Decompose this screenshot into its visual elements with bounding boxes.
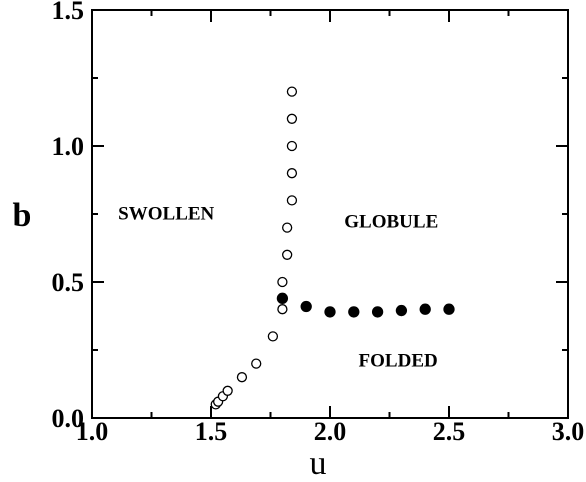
open-data-point [282,249,293,260]
filled-data-point [348,306,360,318]
open-data-point [277,304,288,315]
x-tick-label: 3.0 [552,417,585,446]
y-tick-label: 1.0 [52,132,85,161]
filled-data-point [300,300,312,313]
filled-data-point [443,303,455,315]
open-data-point [236,372,248,383]
x-tick-label: 2.5 [433,417,466,446]
y-tick-label: 0.5 [52,268,85,297]
x-tick-label: 1.5 [195,417,228,446]
open-data-point [282,222,293,233]
y-tick-label: 0.0 [52,404,85,433]
open-data-point [286,113,298,124]
open-data-point [286,168,298,179]
open-data-point [286,140,298,152]
x-axis-label: u [310,445,327,482]
x-tick-label: 1.0 [76,417,109,446]
open-data-point [286,195,298,206]
open-data-point [222,385,233,396]
plot-area: 1.0 1.5 2.0 2.5 3.0 0.0 0.5 1.0 1.5 SWOLLEN GLOBUL… [52,0,585,446]
x-tick-label: 2.0 [314,417,347,446]
filled-data-point [371,306,384,318]
region-label: FOLDED [359,350,438,371]
open-data-point [277,276,288,288]
open-data-point [251,358,262,369]
open-data-point [267,331,279,342]
filled-data-point [324,306,336,318]
y-tick-label: 1.5 [52,0,85,25]
region-label: GLOBULE [344,212,438,233]
filled-data-point [276,292,289,304]
y-axis-label: b [13,197,32,234]
filled-data-point [419,303,431,315]
filled-data-point [395,304,408,317]
region-label: SWOLLEN [118,203,214,224]
open-data-point [286,86,298,97]
